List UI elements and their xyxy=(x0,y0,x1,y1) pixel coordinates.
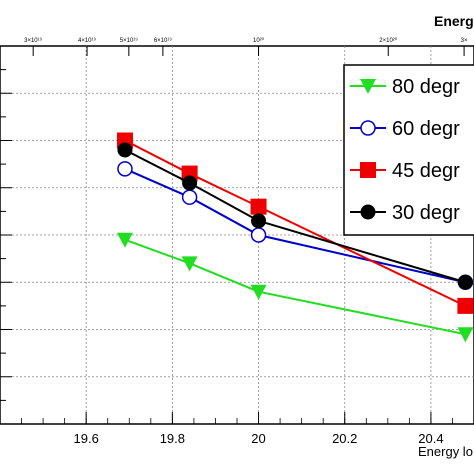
series-0 xyxy=(116,232,474,343)
x-tick-label: 19.8 xyxy=(160,431,185,446)
legend-label: 30 degr xyxy=(392,202,460,224)
series-line xyxy=(124,238,466,336)
top-tick-label: 3× xyxy=(461,38,468,44)
legend-marker xyxy=(360,162,376,178)
data-point xyxy=(457,297,474,314)
top-axis-title: Energ xyxy=(434,13,474,29)
data-point xyxy=(182,175,198,191)
top-tick-label: 4×10¹⁹ xyxy=(78,37,97,44)
data-point xyxy=(117,161,133,177)
data-point xyxy=(181,256,198,272)
series-layer xyxy=(116,132,474,343)
series-line xyxy=(124,167,466,284)
legend: 80 degr 60 degr 45 degr 30 degr xyxy=(343,64,474,236)
x-tick-label: 20.2 xyxy=(332,431,357,446)
data-point xyxy=(457,327,474,343)
data-point xyxy=(457,274,473,290)
data-point xyxy=(250,227,267,243)
series-3 xyxy=(117,142,473,290)
top-tick-label: 3×10¹⁹ xyxy=(24,37,43,44)
x-axis-title: Energy lo xyxy=(418,444,473,459)
legend-label: 60 degr xyxy=(392,118,460,140)
series-line xyxy=(124,139,466,307)
top-tick-label: 6×10¹⁹ xyxy=(154,37,173,44)
top-tick-label: 10²⁰ xyxy=(253,37,265,44)
series-line xyxy=(124,149,466,284)
legend-marker xyxy=(360,120,376,136)
legend-label: 80 degr xyxy=(392,76,460,98)
top-tick-label: 5×10¹⁹ xyxy=(120,37,139,44)
data-point xyxy=(251,213,267,229)
data-point xyxy=(250,284,267,300)
data-point xyxy=(116,232,133,248)
legend-marker xyxy=(360,79,376,94)
x-tick-label: 20 xyxy=(251,431,265,446)
legend-marker xyxy=(360,204,376,220)
data-point xyxy=(250,198,267,215)
data-point xyxy=(117,142,133,158)
top-axis: 3×10¹⁹ 4×10¹⁹ 5×10¹⁹ 6×10¹⁹ 10²⁰ 2×10²⁰ 3× xyxy=(24,37,468,56)
top-tick-label: 2×10²⁰ xyxy=(379,37,398,44)
bottom-axis: 19.6 19.8 20 20.2 20.4 xyxy=(0,69,453,446)
legend-label: 45 degr xyxy=(392,160,460,182)
data-point xyxy=(181,189,198,205)
x-tick-label: 19.6 xyxy=(74,431,99,446)
x-tick-label: 20.4 xyxy=(418,431,443,446)
